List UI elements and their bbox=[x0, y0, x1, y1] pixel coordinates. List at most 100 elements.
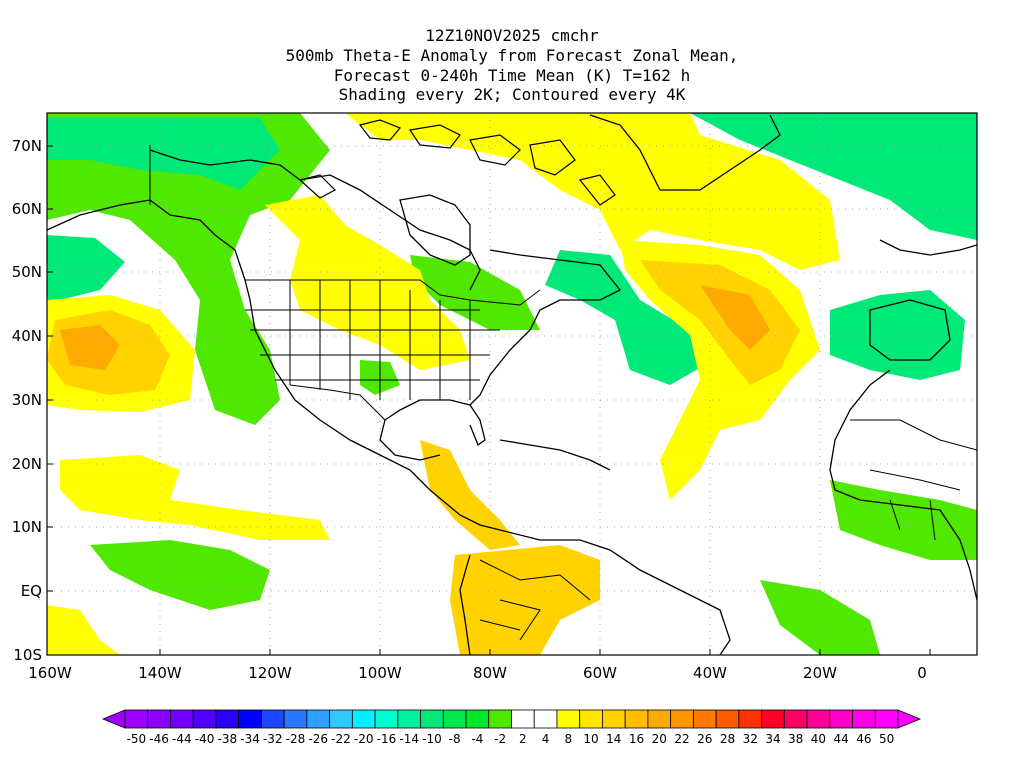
coast-iberia bbox=[869, 299, 951, 361]
title-line-3: Forecast 0-240h Time Mean (K) T=162 h bbox=[333, 66, 691, 85]
colorbar-swatch bbox=[283, 709, 308, 729]
lon-label-100w: 100W bbox=[358, 664, 402, 682]
anomaly-region-iberia-teal bbox=[830, 290, 965, 380]
colorbar-swatch bbox=[306, 709, 331, 729]
colorbar-label: -20 bbox=[354, 732, 374, 746]
title-line-1: 12Z10NOV2025 cmchr bbox=[425, 26, 599, 45]
colorbar: -50 -46 -44 -40 -38 -34 -32 -28 -26 -22 -20 -16 -14-… bbox=[101, 709, 922, 746]
lat-label-60n: 60N bbox=[12, 200, 42, 218]
colorbar-swatch bbox=[761, 709, 785, 729]
colorbar-label: -2 bbox=[494, 732, 506, 746]
anomaly-region-central-america-yellow bbox=[420, 440, 520, 550]
colorbar-label: 2 bbox=[519, 732, 527, 746]
coast-caribbean bbox=[499, 439, 611, 471]
latitude-labels: 70N 60N 50N 40N 30N 20N 10N EQ 10S bbox=[12, 137, 42, 664]
lon-label-40w: 40W bbox=[693, 664, 727, 682]
colorbar-label: 40 bbox=[811, 732, 826, 746]
colorbar-label: -50 bbox=[127, 732, 147, 746]
colorbar-swatch bbox=[215, 709, 240, 729]
colorbar-label: 22 bbox=[674, 732, 689, 746]
coast-arctic-canada bbox=[149, 149, 481, 291]
colorbar-label: 26 bbox=[697, 732, 712, 746]
colorbar-label: -34 bbox=[240, 732, 260, 746]
lon-label-140w: 140W bbox=[138, 664, 182, 682]
colorbar-swatch bbox=[738, 709, 762, 729]
colorbar-swatch bbox=[602, 709, 626, 729]
colorbar-label: 28 bbox=[720, 732, 735, 746]
colorbar-swatch bbox=[170, 709, 194, 729]
lat-label-20n: 20N bbox=[12, 455, 42, 473]
colorbar-label: -16 bbox=[377, 732, 397, 746]
colorbar-swatch bbox=[329, 709, 353, 729]
border-us-canada bbox=[245, 279, 541, 306]
colorbar-swatch bbox=[647, 709, 672, 729]
colorbar-label: 8 bbox=[565, 732, 573, 746]
political-boundaries bbox=[149, 145, 977, 641]
colorbar-label: 50 bbox=[879, 732, 894, 746]
colorbar-swatch bbox=[397, 709, 421, 729]
arctic-islands bbox=[298, 119, 616, 206]
anomaly-region-africa-green bbox=[830, 480, 977, 560]
colorbar-label: -26 bbox=[308, 732, 328, 746]
colorbar-swatch bbox=[715, 709, 740, 729]
anomaly-region-atlantic-teal bbox=[545, 250, 705, 385]
map-plot-area bbox=[47, 113, 977, 655]
colorbar-swatch bbox=[670, 709, 694, 729]
anomaly-region-equatorial-yellow bbox=[47, 605, 120, 655]
coast-gulf bbox=[379, 419, 441, 461]
coast-africa bbox=[829, 369, 977, 601]
colorbar-swatch bbox=[511, 709, 535, 729]
colorbar-label: -10 bbox=[422, 732, 442, 746]
colorbar-swatch bbox=[556, 709, 581, 729]
colorbar-swatch bbox=[624, 709, 649, 729]
colorbar-swatch bbox=[806, 709, 831, 729]
title-line-4: Shading every 2K; Contoured every 4K bbox=[338, 85, 686, 104]
map-frame bbox=[46, 112, 978, 656]
us-state-lines bbox=[245, 280, 500, 400]
border-south-america bbox=[479, 559, 591, 641]
lat-label-10n: 10N bbox=[12, 518, 42, 536]
lon-label-160w: 160W bbox=[28, 664, 72, 682]
title-line-2: 500mb Theta-E Anomaly from Forecast Zona… bbox=[285, 46, 739, 65]
colorbar-label: 16 bbox=[629, 732, 644, 746]
anomaly-region-hudson-yellow bbox=[345, 113, 840, 270]
coast-south-america bbox=[499, 529, 731, 655]
colorbar-swatch bbox=[351, 709, 376, 729]
colorbar-label: -8 bbox=[449, 732, 461, 746]
colorbar-swatch bbox=[829, 709, 853, 729]
anomaly-region-great-lakes-green bbox=[410, 255, 540, 330]
colorbar-label: -44 bbox=[172, 732, 192, 746]
lon-label-20w: 20W bbox=[803, 664, 837, 682]
colorbar-swatch bbox=[420, 709, 444, 729]
coast-greenland bbox=[589, 114, 781, 191]
lat-label-30n: 30N bbox=[12, 391, 42, 409]
anomaly-region-greenland-teal bbox=[690, 113, 977, 240]
lon-label-60w: 60W bbox=[583, 664, 617, 682]
anomaly-region-canada-yellow bbox=[265, 195, 470, 370]
coast-south-america-west bbox=[459, 554, 471, 655]
colorbar-swatch bbox=[374, 709, 399, 729]
colorbar-swatch bbox=[192, 709, 217, 729]
colorbar-label: -4 bbox=[471, 732, 483, 746]
anomaly-region-south-america-yellow bbox=[450, 545, 600, 655]
longitude-labels: 160W 140W 120W 100W 80W 60W 40W 20W 0 bbox=[28, 664, 927, 682]
anomaly-region-atlantic-orange bbox=[640, 260, 800, 385]
colorbar-swatch bbox=[238, 709, 262, 729]
anomaly-region-atlantic-deep-orange bbox=[700, 285, 770, 350]
lon-label-120w: 120W bbox=[248, 664, 292, 682]
colorbar-swatch bbox=[874, 709, 899, 729]
grid-lines bbox=[47, 113, 977, 655]
colorbar-swatch bbox=[442, 709, 467, 729]
anomaly-region-north-pacific-green bbox=[47, 113, 330, 425]
colorbar-swatch bbox=[488, 709, 512, 729]
anomaly-region-pacific-teal-west bbox=[47, 235, 125, 300]
colorbar-label: -28 bbox=[286, 732, 306, 746]
colorbar-swatch bbox=[261, 709, 285, 729]
colorbar-swatch bbox=[124, 709, 149, 729]
colorbar-label: 14 bbox=[606, 732, 621, 746]
lat-label-40n: 40N bbox=[12, 327, 42, 345]
colorbar-label: 34 bbox=[765, 732, 780, 746]
lon-label-0: 0 bbox=[917, 664, 927, 682]
colorbar-label: 20 bbox=[652, 732, 667, 746]
